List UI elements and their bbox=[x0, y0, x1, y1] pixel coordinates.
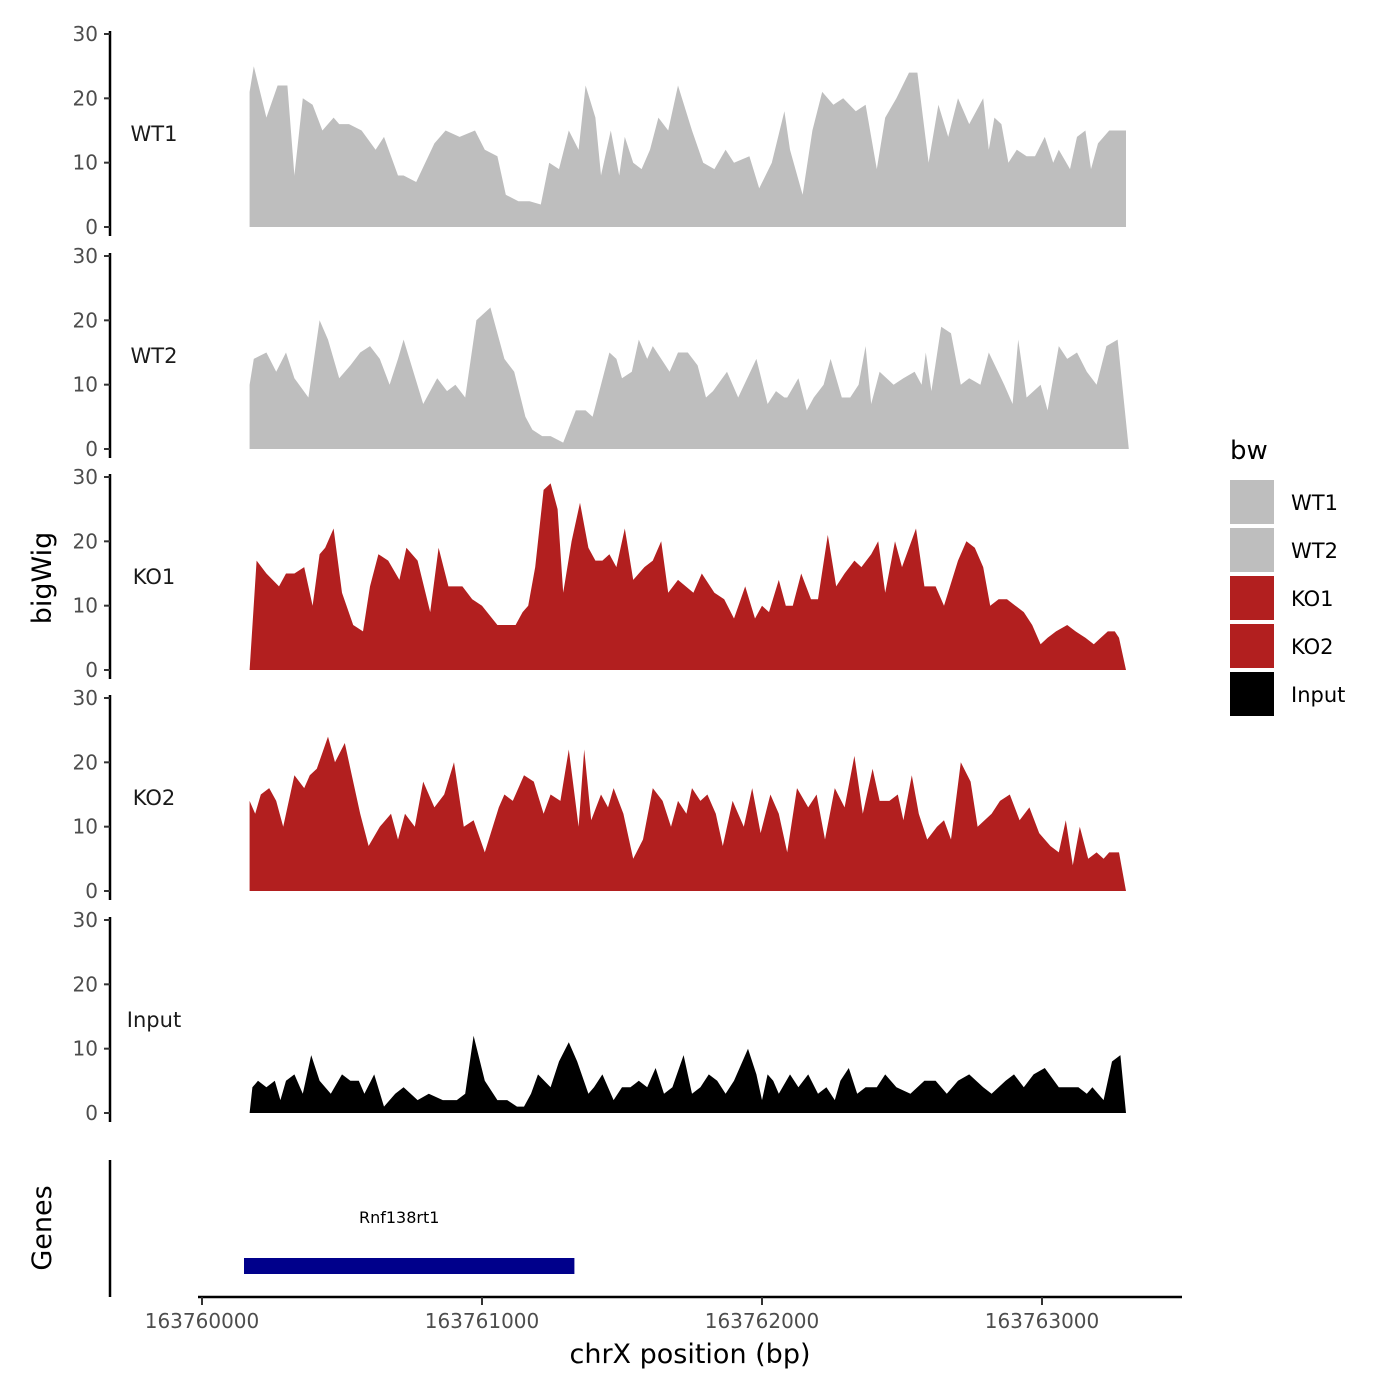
y-tick-label: 0 bbox=[85, 879, 98, 903]
track-wt2: 0 10 20 30 WT2 bbox=[73, 244, 1129, 461]
legend-label-wt1: WT1 bbox=[1291, 491, 1338, 515]
y-axis-title: bigWig bbox=[27, 532, 58, 625]
y-tick-label: 20 bbox=[73, 86, 98, 110]
signal-area-wt2 bbox=[249, 307, 1129, 449]
legend-key-input bbox=[1230, 672, 1274, 716]
track-label-input: Input bbox=[127, 1008, 181, 1032]
gene-label-rnf138rt1: Rnf138rt1 bbox=[359, 1208, 439, 1227]
track-label-ko1: KO1 bbox=[133, 565, 176, 589]
y-tick-label: 10 bbox=[73, 594, 98, 618]
gene-annotation-panel: Rnf138rt1 bbox=[108, 1160, 575, 1297]
y-tick-label: 0 bbox=[85, 1101, 98, 1125]
legend-label-ko1: KO1 bbox=[1291, 587, 1334, 611]
signal-area-wt1 bbox=[249, 66, 1127, 227]
y-tick-label: 0 bbox=[85, 215, 98, 239]
legend-label-input: Input bbox=[1291, 683, 1345, 707]
genes-panel-title: Genes bbox=[27, 1185, 58, 1270]
x-tick-label: 163760000 bbox=[145, 1309, 260, 1333]
y-tick-label: 30 bbox=[73, 244, 98, 268]
track-label-wt1: WT1 bbox=[131, 122, 178, 146]
y-tick-label: 30 bbox=[73, 908, 98, 932]
y-tick-label: 30 bbox=[73, 465, 98, 489]
x-axis-title: chrX position (bp) bbox=[569, 1339, 810, 1370]
y-tick-label: 0 bbox=[85, 658, 98, 682]
legend-key-wt2 bbox=[1230, 528, 1274, 572]
track-label-wt2: WT2 bbox=[131, 344, 178, 368]
y-tick-label: 20 bbox=[73, 308, 98, 332]
y-tick-label: 30 bbox=[73, 686, 98, 710]
gene-body-rnf138rt1 bbox=[244, 1258, 575, 1274]
legend-label-ko2: KO2 bbox=[1291, 635, 1334, 659]
y-tick-label: 20 bbox=[73, 972, 98, 996]
signal-tracks: 0 10 20 30 WT1 0 10 20 30 WT2 0 10 20 30 KO1 0 10 20 30 KO2… bbox=[73, 22, 1129, 1125]
y-tick-label: 10 bbox=[73, 373, 98, 397]
track-label-ko2: KO2 bbox=[133, 786, 176, 810]
track-ko2: 0 10 20 30 KO2 bbox=[73, 686, 1127, 903]
x-tick-label: 163762000 bbox=[705, 1309, 820, 1333]
signal-area-ko2 bbox=[249, 736, 1127, 891]
y-tick-label: 20 bbox=[73, 750, 98, 774]
legend-key-wt1 bbox=[1230, 480, 1274, 524]
y-tick-label: 20 bbox=[73, 529, 98, 553]
track-wt1: 0 10 20 30 WT1 bbox=[73, 22, 1127, 239]
signal-area-input bbox=[249, 1035, 1127, 1113]
legend: bw WT1 WT2 KO1 KO2 Input bbox=[1230, 436, 1345, 716]
y-tick-label: 10 bbox=[73, 1037, 98, 1061]
track-input: 0 10 20 30 Input bbox=[73, 908, 1127, 1125]
legend-title: bw bbox=[1230, 436, 1268, 466]
y-tick-label: 10 bbox=[73, 151, 98, 175]
legend-key-ko1 bbox=[1230, 576, 1274, 620]
legend-label-wt2: WT2 bbox=[1291, 539, 1338, 563]
signal-area-ko1 bbox=[249, 483, 1127, 670]
track-ko1: 0 10 20 30 KO1 bbox=[73, 465, 1127, 682]
x-tick-label: 163761000 bbox=[425, 1309, 540, 1333]
y-tick-label: 0 bbox=[85, 437, 98, 461]
y-tick-label: 10 bbox=[73, 815, 98, 839]
x-axis: 163760000 163761000 163762000 163763000 bbox=[145, 1295, 1182, 1333]
x-tick-label: 163763000 bbox=[985, 1309, 1100, 1333]
y-tick-label: 30 bbox=[73, 22, 98, 46]
legend-key-ko2 bbox=[1230, 624, 1274, 668]
